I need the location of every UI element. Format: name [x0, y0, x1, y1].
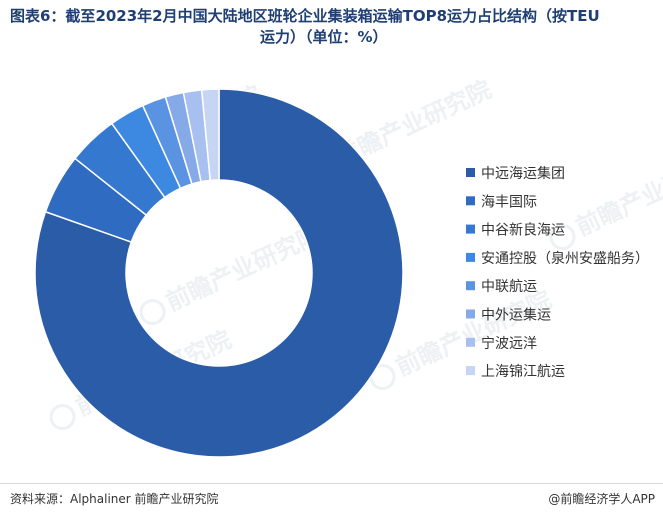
chart-title-line2: 运力）（单位：%） [260, 28, 388, 46]
legend-swatch [466, 196, 475, 206]
donut-slice [200, 88, 220, 182]
donut-slices [34, 88, 404, 458]
legend-swatch [466, 168, 475, 177]
legend-label: 中联航运 [481, 279, 537, 295]
legend-swatch [466, 281, 475, 291]
legend-label: 上海锦江航运 [481, 363, 565, 380]
legend-label: 中谷新良海运 [481, 223, 565, 239]
legend-label: 中远海运集团 [481, 165, 565, 182]
legend-label: 安通控股（泉州安盛船务） [481, 250, 649, 267]
legend-swatch [466, 252, 475, 262]
legend-swatch [466, 309, 475, 319]
legend-swatch [466, 337, 475, 347]
legend-swatch [466, 224, 475, 234]
brand-credit: @前瞻经济学人APP [548, 492, 655, 506]
legend-label: 宁波远洋 [481, 335, 537, 352]
footer: 资料来源：Alphaliner 前瞻产业研究院 @前瞻经济学人APP [0, 483, 663, 515]
chart-title-line1: 图表6：截至2023年2月中国大陆地区班轮企业集装箱运输TOP8运力占比结构（按… [10, 7, 600, 25]
legend-swatch [466, 366, 475, 376]
source-note: 资料来源：Alphaliner 前瞻产业研究院 [10, 492, 219, 506]
donut-slice [34, 88, 404, 458]
legend-label: 中外运集运 [481, 307, 551, 324]
chart-title: 图表6：截至2023年2月中国大陆地区班轮企业集装箱运输TOP8运力占比结构（按… [10, 6, 650, 48]
legend-label: 海丰国际 [481, 194, 537, 210]
